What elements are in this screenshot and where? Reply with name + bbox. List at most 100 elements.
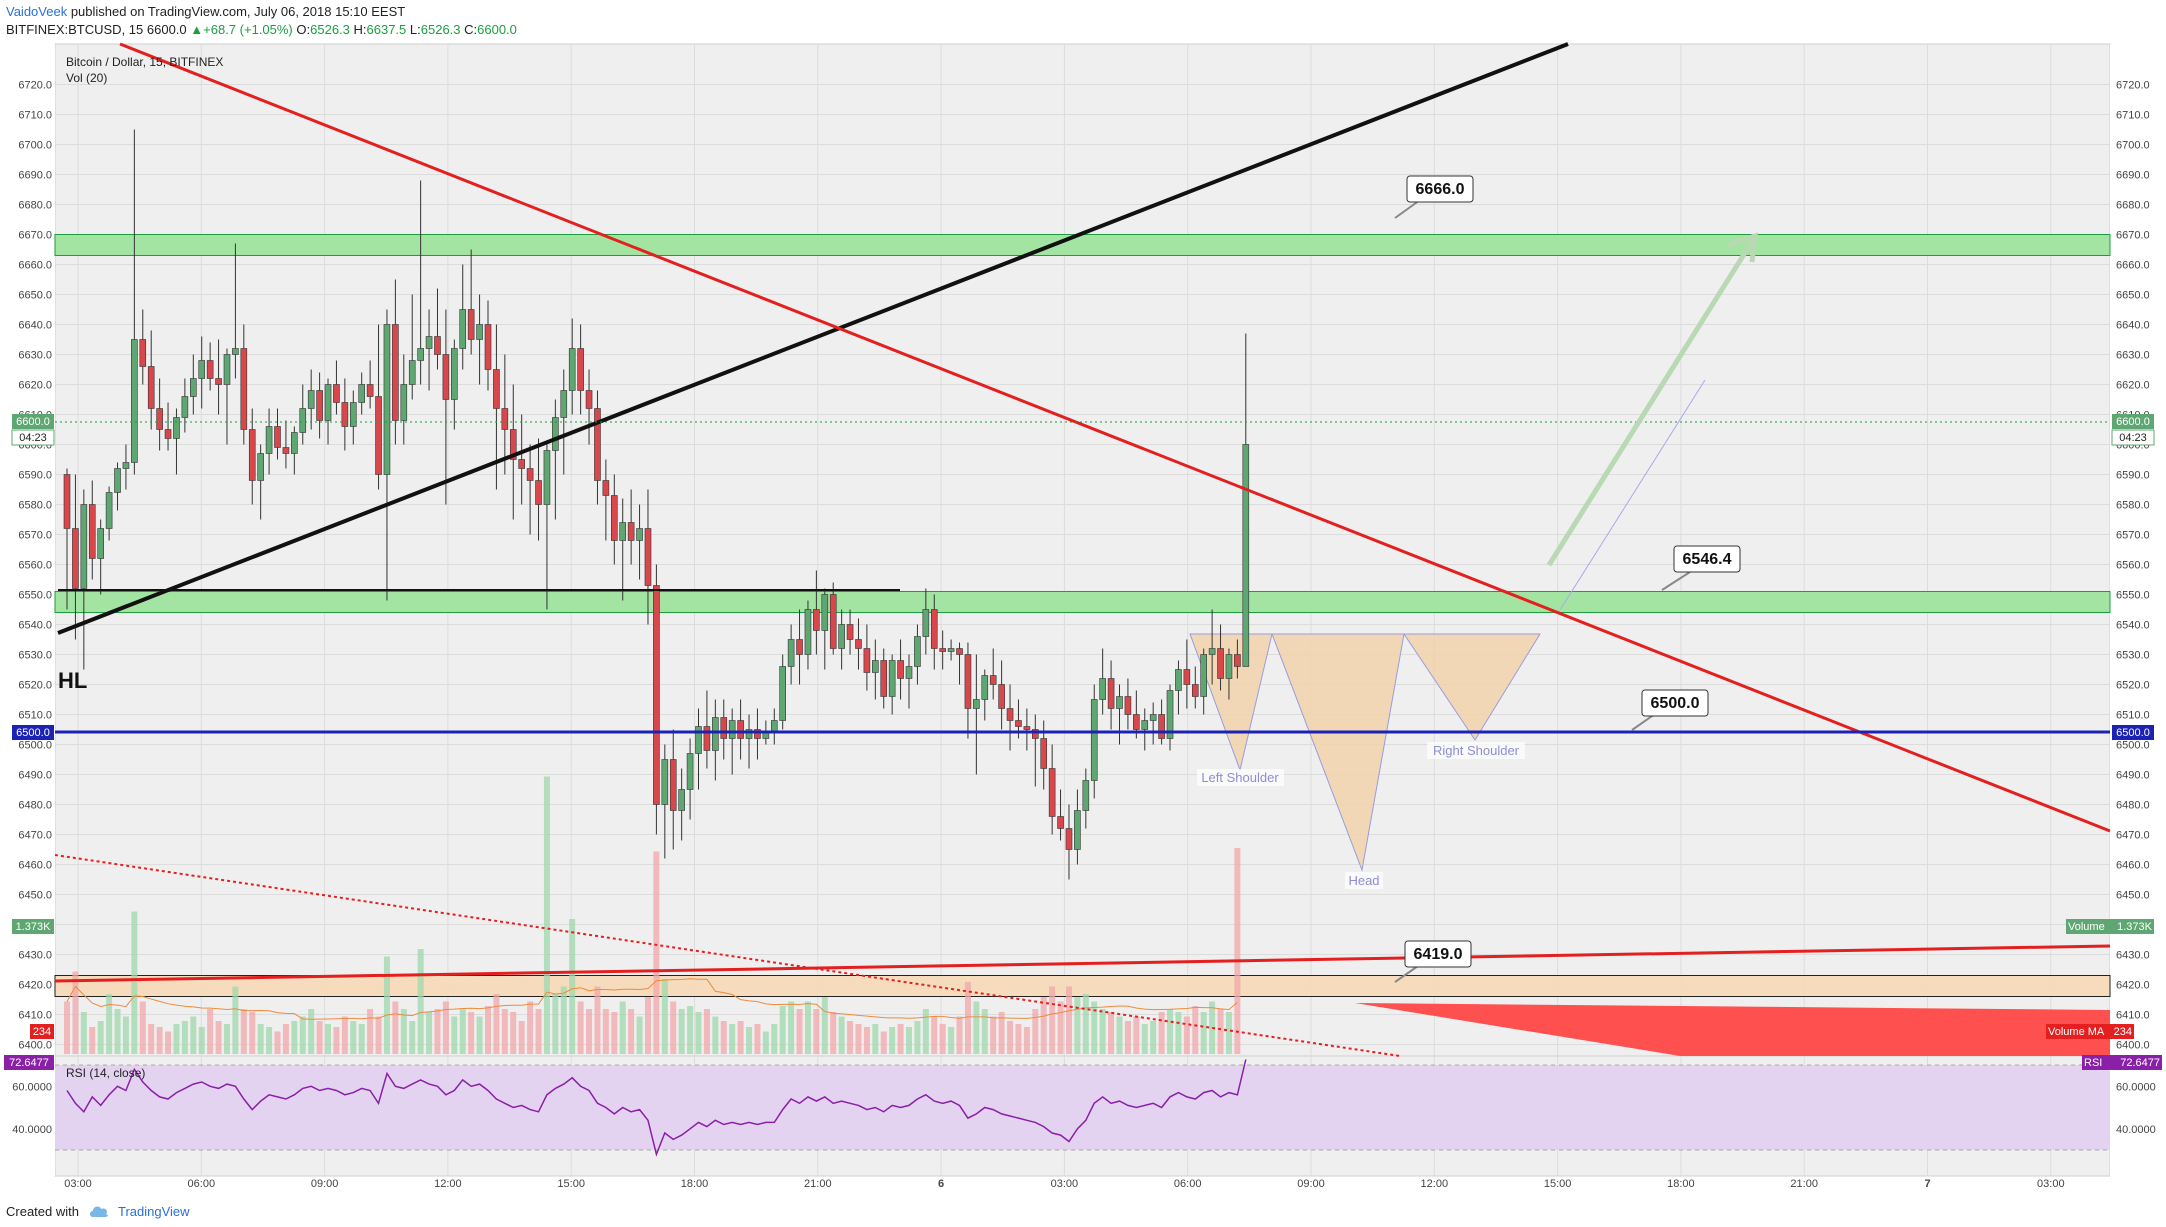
price-chart[interactable]: HL 6666.0 6546.4 6500.0 6419.0 Left Shou… xyxy=(0,42,2166,1196)
red-downtrend-line[interactable] xyxy=(119,42,2111,833)
rsi-line[interactable] xyxy=(66,1059,1247,1157)
candle-body xyxy=(299,408,307,433)
volume-bar xyxy=(485,1006,491,1054)
candle-body xyxy=(341,402,349,427)
volume-bar xyxy=(114,1009,121,1054)
candle-body xyxy=(164,429,172,439)
candle-body xyxy=(476,324,483,340)
candle-body xyxy=(493,369,500,409)
candle-body xyxy=(173,417,180,439)
candle-body xyxy=(989,675,997,685)
callout-6666[interactable]: 6666.0 xyxy=(1394,175,1474,219)
black-uptrend-line[interactable] xyxy=(57,42,1569,635)
left-price-tick: 6630.0 xyxy=(18,350,52,362)
time-tick: 6 xyxy=(938,1178,944,1190)
candle-body xyxy=(72,528,79,589)
volume-bar xyxy=(687,1006,694,1054)
left-price-tick: 6660.0 xyxy=(18,260,52,272)
right-price-tick: 6570.0 xyxy=(2116,530,2150,542)
candle-body xyxy=(206,360,214,379)
volume-bar xyxy=(350,1021,357,1054)
right-volume-tag-label: Volume xyxy=(2068,921,2105,933)
candle-body xyxy=(282,447,290,454)
candle-body xyxy=(964,654,972,709)
right-price-tick: 6580.0 xyxy=(2116,500,2150,512)
low-label: L: xyxy=(409,22,421,37)
candle-body xyxy=(88,504,96,559)
volume-bar xyxy=(535,1009,542,1054)
candle-body xyxy=(829,594,837,649)
volume-bar xyxy=(847,1021,854,1054)
red-rising-line[interactable] xyxy=(54,944,2111,983)
volume-bar xyxy=(181,1021,188,1054)
candle-body xyxy=(619,522,627,541)
candle-body xyxy=(897,660,904,679)
left-price-tick: 6530.0 xyxy=(18,650,52,662)
volume-bar xyxy=(771,1024,778,1054)
volume-bar xyxy=(173,1024,180,1054)
left-shoulder-shape[interactable] xyxy=(1189,633,1273,772)
volume-bar xyxy=(223,1024,230,1054)
volume-bar xyxy=(636,1016,643,1054)
volume-bar xyxy=(746,1027,753,1054)
candle-body xyxy=(156,408,163,430)
left-price-tick: 6720.0 xyxy=(18,80,52,92)
left-price-tick: 6480.0 xyxy=(18,800,52,812)
volume-bar xyxy=(291,1021,298,1054)
candle-body xyxy=(602,480,610,496)
candle-body xyxy=(661,759,669,805)
head-shape[interactable] xyxy=(1271,633,1405,872)
right-price-tick: 6470.0 xyxy=(2116,830,2150,842)
candle-body xyxy=(669,759,677,811)
right-price-scale[interactable] xyxy=(2110,44,2166,1176)
callout-6500[interactable]: 6500.0 xyxy=(1631,689,1709,731)
right-price-tick: 6630.0 xyxy=(2116,350,2150,362)
up-arrow-icon: ▲ xyxy=(190,22,204,37)
left-price-scale[interactable] xyxy=(0,44,55,1176)
candle-body xyxy=(552,417,559,451)
volume-bar xyxy=(956,1016,963,1054)
volume-bar xyxy=(510,1012,517,1054)
projection-arrow[interactable] xyxy=(1546,238,1756,567)
volume-bar xyxy=(333,1027,340,1054)
left-price-tick: 6490.0 xyxy=(18,770,52,782)
thin-projection-line[interactable] xyxy=(1559,379,1706,611)
right-volume-tag-value: 1.373K xyxy=(2117,921,2153,933)
tradingview-link[interactable]: TradingView xyxy=(118,1204,190,1219)
author-link[interactable]: VaidoVeek xyxy=(6,4,68,19)
callout-6546[interactable]: 6546.4 xyxy=(1661,545,1741,591)
volume-bar xyxy=(1150,1021,1157,1054)
time-tick: 03:00 xyxy=(64,1178,92,1190)
candle-body xyxy=(291,432,298,454)
candle-body xyxy=(240,348,248,430)
created-with-label: Created with xyxy=(6,1204,79,1219)
volume-bar xyxy=(274,1031,281,1054)
red-dotted-line[interactable] xyxy=(54,854,1401,1057)
left-shoulder-label-bg xyxy=(1197,769,1284,786)
right-volume-tag xyxy=(2066,919,2154,934)
left-price-tick: 6670.0 xyxy=(18,230,52,242)
volume-bar xyxy=(190,1016,197,1054)
candle-body xyxy=(63,474,71,529)
right-shoulder-shape[interactable] xyxy=(1403,633,1541,741)
volume-bar xyxy=(737,1021,744,1054)
hl-label: HL xyxy=(58,668,87,693)
volume-bar xyxy=(451,1016,458,1054)
candle-body xyxy=(1124,696,1132,715)
volume-bar xyxy=(198,1027,205,1054)
candle-body xyxy=(1107,678,1115,709)
candle-body xyxy=(198,360,206,379)
time-tick: 15:00 xyxy=(1544,1178,1572,1190)
volume-bar xyxy=(139,1001,146,1054)
left-price-tick: 6400.0 xyxy=(18,1040,52,1052)
volume-bar xyxy=(358,1024,365,1054)
volume-bar xyxy=(602,1009,609,1054)
candle-body xyxy=(863,648,871,673)
volume-bar xyxy=(779,1006,786,1054)
time-tick: 7 xyxy=(1924,1178,1930,1190)
volume-bar xyxy=(821,997,828,1054)
candle-body xyxy=(526,468,534,481)
candle-body xyxy=(754,729,761,739)
callout-6419[interactable]: 6419.0 xyxy=(1394,940,1472,983)
volume-bar xyxy=(325,1024,332,1054)
